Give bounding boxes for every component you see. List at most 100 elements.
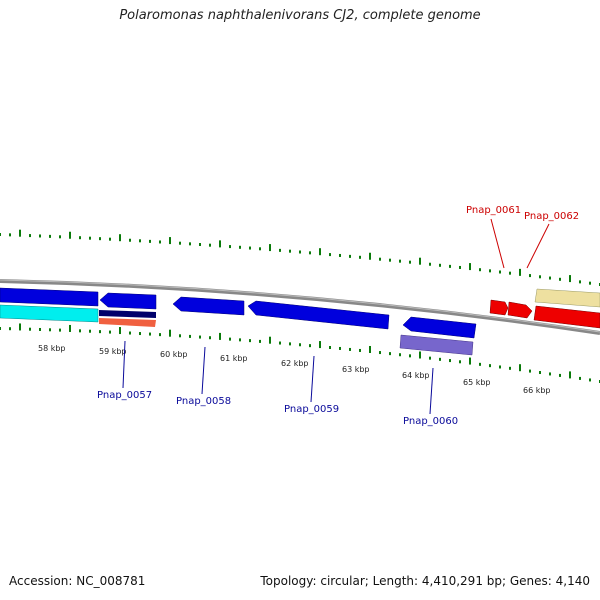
gene-label[interactable]: Pnap_0062 bbox=[524, 211, 579, 222]
gc-mark bbox=[179, 241, 181, 245]
gc-mark bbox=[439, 357, 441, 361]
gc-mark bbox=[29, 234, 31, 238]
gc-mark bbox=[459, 265, 461, 269]
gc-mark bbox=[219, 240, 221, 248]
gc-mark bbox=[149, 332, 151, 336]
gene-leader-line bbox=[201, 346, 206, 395]
gc-mark bbox=[279, 341, 281, 345]
gc-mark bbox=[79, 329, 81, 333]
gc-mark bbox=[99, 330, 101, 334]
gene-label[interactable]: Pnap_0058 bbox=[176, 396, 231, 407]
gc-mark bbox=[179, 334, 181, 338]
gc-mark bbox=[309, 251, 311, 255]
cds-feature[interactable] bbox=[172, 296, 245, 316]
gene-leader-line bbox=[429, 367, 434, 415]
gc-mark bbox=[229, 245, 231, 249]
feature-navy[interactable] bbox=[99, 310, 156, 318]
gc-mark bbox=[159, 240, 161, 244]
gc-mark bbox=[369, 252, 371, 260]
gc-mark bbox=[249, 339, 251, 343]
rna-feature[interactable] bbox=[0, 304, 99, 323]
tick-label: 60 kbp bbox=[160, 350, 188, 359]
genome-backbone-highlight bbox=[0, 279, 600, 333]
gc-mark bbox=[259, 339, 261, 343]
gc-mark bbox=[519, 268, 521, 276]
tick-label: 58 kbp bbox=[38, 344, 66, 353]
gc-mark bbox=[49, 328, 51, 332]
gc-mark bbox=[199, 335, 201, 339]
cds-feature[interactable] bbox=[0, 287, 99, 307]
gc-mark bbox=[459, 360, 461, 364]
gc-mark bbox=[419, 257, 421, 265]
gc-mark bbox=[379, 257, 381, 261]
cds-feature[interactable] bbox=[533, 305, 600, 329]
gc-mark bbox=[139, 332, 141, 336]
gc-mark bbox=[289, 249, 291, 253]
cds-feature[interactable] bbox=[99, 292, 157, 310]
cds-feature[interactable] bbox=[402, 316, 477, 339]
tick-label: 64 kbp bbox=[402, 371, 430, 380]
gc-mark bbox=[249, 246, 251, 250]
gc-track-lower bbox=[0, 323, 600, 383]
cds-feature[interactable] bbox=[247, 300, 390, 330]
gc-mark bbox=[39, 327, 41, 331]
cds-feature[interactable] bbox=[489, 299, 509, 316]
gc-mark bbox=[509, 366, 511, 370]
gene-leader-line bbox=[490, 218, 505, 269]
gc-mark bbox=[519, 364, 521, 372]
gc-mark bbox=[429, 262, 431, 266]
gc-mark bbox=[529, 274, 531, 278]
gc-mark bbox=[239, 338, 241, 342]
gc-mark bbox=[9, 327, 11, 331]
gc-mark bbox=[299, 343, 301, 347]
gc-mark bbox=[29, 327, 31, 331]
genome-summary: Topology: circular; Length: 4,410,291 bp… bbox=[260, 574, 590, 588]
gc-mark bbox=[59, 328, 61, 332]
gc-mark bbox=[399, 353, 401, 357]
gc-mark bbox=[349, 347, 351, 351]
gc-mark bbox=[19, 229, 21, 237]
gc-mark bbox=[89, 329, 91, 333]
gene-label[interactable]: Pnap_0060 bbox=[403, 416, 458, 427]
gc-mark bbox=[389, 352, 391, 356]
gene-label[interactable]: Pnap_0061 bbox=[466, 205, 521, 216]
gc-mark bbox=[209, 243, 211, 247]
gc-mark bbox=[569, 275, 571, 283]
gc-mark bbox=[149, 239, 151, 243]
gene-leader-line bbox=[122, 340, 126, 389]
tick-label: 63 kbp bbox=[342, 365, 370, 374]
gc-mark bbox=[359, 348, 361, 352]
gc-mark bbox=[449, 264, 451, 268]
gc-mark bbox=[359, 255, 361, 259]
cds-feature[interactable] bbox=[507, 301, 533, 319]
gc-mark bbox=[309, 344, 311, 348]
gene-labels: Pnap_0057 Pnap_0058 Pnap_0059 Pnap_0060 Pnap… bbox=[97, 205, 579, 427]
cds-feature[interactable] bbox=[534, 288, 600, 308]
gc-mark bbox=[39, 234, 41, 238]
gc-mark bbox=[499, 270, 501, 274]
gc-mark bbox=[369, 345, 371, 353]
gc-mark bbox=[269, 336, 271, 344]
gc-mark bbox=[269, 244, 271, 252]
gc-mark bbox=[9, 233, 11, 237]
gc-mark bbox=[479, 362, 481, 366]
gc-mark bbox=[339, 253, 341, 257]
feature-salmon[interactable] bbox=[99, 318, 156, 327]
gc-mark bbox=[259, 247, 261, 251]
gc-mark bbox=[589, 378, 591, 382]
gc-mark bbox=[579, 280, 581, 284]
gene-label[interactable]: Pnap_0057 bbox=[97, 390, 152, 401]
gc-mark bbox=[129, 238, 131, 242]
tick-label: 61 kbp bbox=[220, 354, 248, 363]
gc-mark bbox=[329, 253, 331, 257]
feature-lavender[interactable] bbox=[399, 334, 474, 356]
gc-mark bbox=[579, 376, 581, 380]
tick-label: 66 kbp bbox=[523, 386, 551, 395]
gc-mark bbox=[329, 346, 331, 350]
tick-labels: 58 kbp 59 kbp 60 kbp 61 kbp 62 kbp 63 kbp 64 k… bbox=[38, 344, 551, 395]
gene-label[interactable]: Pnap_0059 bbox=[284, 404, 339, 415]
gc-mark bbox=[159, 333, 161, 337]
gc-mark bbox=[569, 371, 571, 379]
